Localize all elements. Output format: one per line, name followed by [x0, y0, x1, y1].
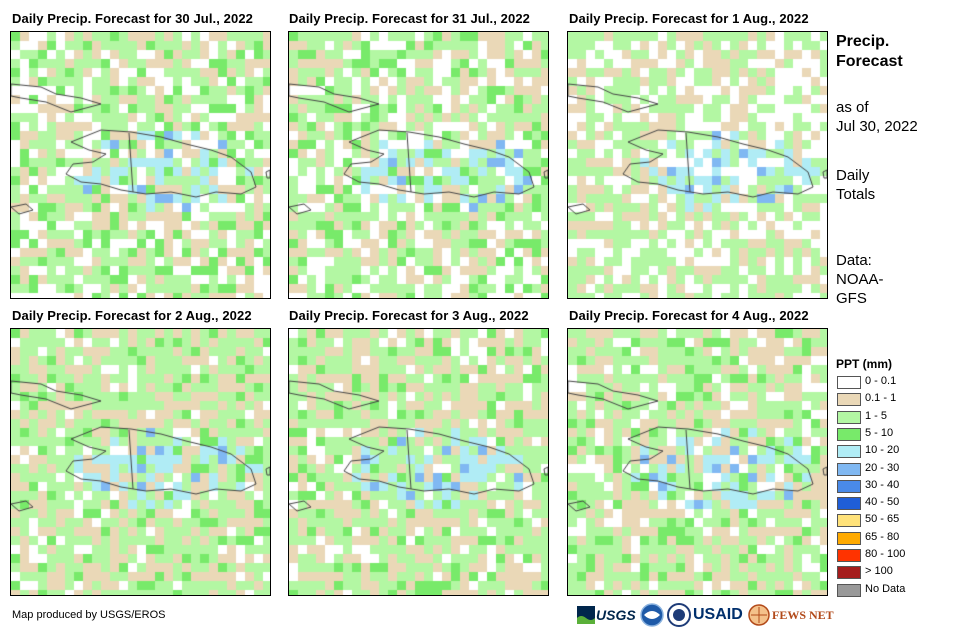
legend-swatch [837, 549, 861, 562]
noaa-icon [640, 603, 664, 627]
usgs-logo-text: USGS [596, 607, 636, 623]
precip-grid [11, 329, 270, 595]
panel-title-3: Daily Precip. Forecast for 1 Aug., 2022 [569, 11, 809, 26]
usgs-wave-icon [577, 606, 595, 624]
legend-label: 20 - 30 [865, 461, 900, 474]
map-panel-6 [567, 328, 828, 596]
legend-label: 50 - 65 [865, 513, 900, 526]
fewsnet-logo: FEWS NET [748, 602, 834, 628]
legend-swatch [837, 427, 861, 441]
panel-title-2: Daily Precip. Forecast for 31 Jul., 2022 [289, 11, 531, 26]
usaid-logo: USAID [693, 602, 743, 628]
legend-swatch [837, 393, 861, 407]
precip-grid [289, 329, 548, 595]
map-panel-2 [288, 31, 549, 299]
data-source-text: Data: NOAA- GFS [836, 251, 884, 308]
as-of-line1: as of [836, 99, 869, 116]
panel-title-4: Daily Precip. Forecast for 2 Aug., 2022 [12, 308, 252, 323]
data-line3: GFS [836, 290, 867, 307]
seal-icon [667, 603, 691, 627]
legend-label: 40 - 50 [865, 496, 900, 509]
map-panel-1 [10, 31, 271, 299]
legend-title: PPT (mm) [836, 357, 893, 371]
legend-label: 5 - 10 [865, 426, 894, 439]
legend-swatch [837, 583, 861, 597]
map-panel-5 [288, 328, 549, 596]
dos-seal-logo [667, 602, 691, 628]
legend-label: 1 - 5 [865, 409, 888, 422]
legend-swatch [837, 479, 861, 493]
precip-grid [289, 32, 548, 298]
legend-swatch [837, 445, 861, 459]
legend-label: 65 - 80 [865, 530, 900, 543]
usaid-logo-text: USAID [693, 606, 743, 623]
map-panel-3 [567, 31, 828, 299]
side-title-line2: Forecast [836, 53, 903, 70]
panel-title-5: Daily Precip. Forecast for 3 Aug., 2022 [289, 308, 529, 323]
legend-label: 0 - 0.1 [865, 375, 897, 387]
legend-swatch [837, 376, 861, 389]
panel-title-6: Daily Precip. Forecast for 4 Aug., 2022 [569, 308, 809, 323]
legend-label: > 100 [865, 565, 893, 578]
precip-grid [568, 32, 827, 298]
precip-grid [568, 329, 827, 595]
legend-label: No Data [865, 582, 906, 595]
as-of-text: as of Jul 30, 2022 [836, 98, 918, 136]
legend-swatch [837, 410, 861, 424]
fewsnet-globe-icon [748, 604, 770, 626]
legend-label: 10 - 20 [865, 444, 900, 457]
legend-swatch [837, 514, 861, 528]
usgs-logo: USGS [577, 602, 636, 628]
legend-swatch [837, 497, 861, 511]
fewsnet-logo-text: FEWS NET [772, 607, 834, 622]
legend-label: 0.1 - 1 [865, 392, 897, 405]
legend-swatch [837, 462, 861, 476]
totals-line1: Daily [836, 167, 870, 184]
totals-line2: Totals [836, 186, 876, 203]
side-title: Precip. Forecast [836, 32, 903, 72]
data-line1: Data: [836, 252, 872, 269]
credit-text: Map produced by USGS/EROS [12, 609, 166, 621]
legend-swatch [837, 531, 861, 545]
legend-swatch [837, 566, 861, 580]
side-title-line1: Precip. [836, 33, 890, 50]
noaa-logo [640, 602, 664, 628]
as-of-line2: Jul 30, 2022 [836, 118, 918, 135]
legend-label: 30 - 40 [865, 478, 900, 491]
legend-label: 80 - 100 [865, 548, 906, 560]
daily-totals-text: Daily Totals [836, 166, 875, 204]
data-line2: NOAA- [836, 271, 884, 288]
precip-grid [11, 32, 270, 298]
panel-title-1: Daily Precip. Forecast for 30 Jul., 2022 [12, 11, 254, 26]
map-panel-4 [10, 328, 271, 596]
